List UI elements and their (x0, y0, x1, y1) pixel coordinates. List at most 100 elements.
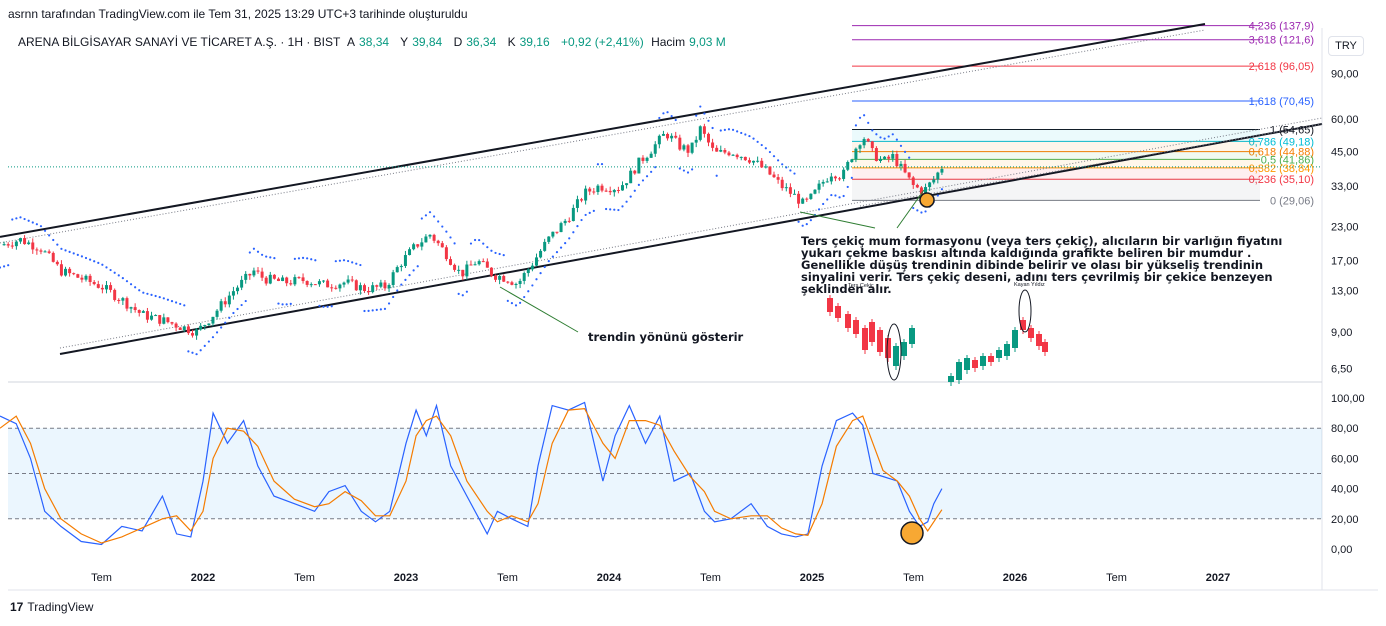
candle-body (584, 188, 588, 201)
fib-level-label: 0,786 (49,18) (1249, 136, 1314, 148)
sar-dot (39, 225, 43, 228)
symbol-name[interactable]: ARENA BİLGİSAYAR SANAYİ VE TİCARET A.Ş. … (18, 35, 341, 49)
candle-body (866, 139, 870, 142)
open-value: 38,34 (359, 35, 390, 49)
candle-body (862, 139, 866, 146)
candle-body (219, 301, 223, 311)
hammer-note-line: Ters çekiç mum formasyonu (veya ters çek… (801, 234, 1282, 248)
fibonacci-extension[interactable]: 4,236 (137,9) 3,618 (121,6) 2,618 (96,05) 1… (852, 21, 1314, 208)
candle-body (301, 277, 305, 282)
tradingview-brand[interactable]: 17 TradingView (10, 600, 93, 614)
sar-dot (826, 198, 829, 201)
high-label: Y (400, 35, 409, 49)
candle-body (698, 126, 702, 140)
candle-body (272, 274, 276, 279)
candle-body (854, 148, 858, 160)
sar-dot (744, 133, 747, 136)
candle-body (547, 236, 551, 242)
candle-body (674, 135, 678, 138)
sar-dot (895, 138, 898, 141)
sar-dot (797, 220, 800, 223)
candle-body (924, 187, 928, 194)
candle-body (276, 278, 280, 282)
channel-lower-dots-2 (859, 123, 1323, 207)
trend-channel[interactable] (0, 23, 1323, 355)
sar-dot (703, 112, 706, 115)
sar-dot (195, 353, 198, 356)
sar-dot (228, 316, 231, 319)
candle-body (113, 289, 117, 300)
sar-dot (146, 292, 149, 295)
sar-dot (846, 185, 849, 189)
candle-body (117, 299, 121, 301)
candle-body (84, 275, 88, 280)
candle-body (47, 251, 51, 253)
candle-body (473, 264, 477, 266)
sar-dot (469, 242, 473, 245)
sar-dot (617, 208, 620, 212)
candle-body (858, 145, 862, 149)
candle-body (485, 261, 489, 268)
inset-candle-body (845, 314, 851, 328)
candle-body (367, 290, 371, 293)
candle-body (444, 247, 448, 260)
candle-body (780, 179, 784, 189)
fib-level-label: 3,618 (121,6) (1249, 35, 1314, 47)
sar-dot (277, 302, 280, 305)
candle-body (637, 157, 641, 174)
candle-body (211, 316, 215, 324)
candle-body (551, 231, 555, 237)
sar-dot (310, 258, 313, 261)
sar-dot (523, 295, 526, 299)
hammer-note-line: Genellikle düşüş trendinin dibinde belir… (801, 258, 1263, 272)
price-tick-label: 9,00 (1331, 327, 1352, 339)
change-value: +0,92 (+2,41%) (561, 35, 644, 49)
sar-dot (572, 231, 575, 234)
sar-dot (109, 268, 112, 272)
candle-body (600, 185, 604, 191)
candle-body (842, 169, 846, 179)
candle-body (162, 317, 166, 324)
sar-dot (404, 278, 407, 281)
sar-dot (908, 156, 911, 159)
candle-body (625, 183, 629, 186)
sar-dot (285, 303, 288, 306)
sar-dot (134, 286, 137, 289)
candle-body (805, 198, 809, 200)
sar-dot (72, 252, 75, 255)
sar-dot (2, 265, 6, 268)
sar-dot (772, 155, 776, 158)
candle-body (891, 153, 895, 159)
candle-body (145, 311, 149, 320)
candle-body (502, 276, 506, 282)
sar-dot (355, 262, 358, 265)
candle-body (150, 315, 154, 320)
candle-body (731, 154, 735, 156)
price-tick-label: 45,00 (1331, 146, 1359, 158)
candle-body (297, 277, 301, 279)
candle-body (121, 298, 125, 301)
candle-body (207, 323, 211, 326)
sar-dot (220, 326, 223, 329)
fib-zone (852, 141, 1260, 152)
sar-dot (420, 217, 423, 220)
candle-body (883, 156, 887, 159)
close-value: 39,16 (519, 35, 550, 49)
inset-candle-body (885, 338, 891, 358)
candle-body (236, 287, 240, 292)
candle-body (727, 152, 731, 156)
stoch-d-line (0, 407, 943, 544)
price-tick-label: 6,50 (1331, 364, 1352, 376)
time-tick-label: 2025 (800, 572, 824, 584)
sar-dot (879, 136, 882, 139)
fib-level-label: 0,5 (41,86) (1261, 154, 1314, 166)
candle-body (27, 242, 31, 245)
candle-body (612, 190, 616, 193)
sar-dot (891, 133, 894, 136)
candle-body (588, 188, 592, 192)
currency-button[interactable]: TRY (1328, 36, 1364, 56)
time-tick-label: Tem (1106, 572, 1127, 584)
candle-body (76, 274, 80, 278)
fib-level-label: 4,236 (137,9) (1249, 21, 1314, 33)
